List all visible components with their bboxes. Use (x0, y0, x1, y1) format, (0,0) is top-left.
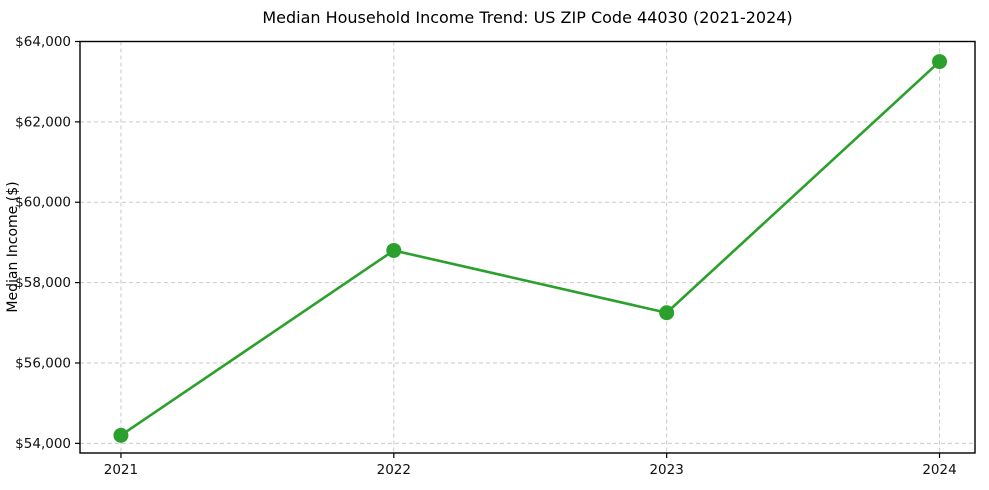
x-tick-label: 2024 (922, 462, 956, 478)
x-tick-label: 2021 (104, 462, 138, 478)
y-tick-label: $64,000 (15, 34, 71, 50)
y-tick-label: $60,000 (15, 195, 71, 211)
y-tick-label: $56,000 (15, 355, 71, 371)
x-tick-label: 2022 (377, 462, 411, 478)
axes-spines (79, 40, 976, 454)
data-point-2024 (932, 54, 948, 70)
y-tick-label: $58,000 (15, 275, 71, 291)
data-point-2022 (386, 242, 402, 258)
data-point-2023 (659, 305, 675, 321)
y-tick-label: $54,000 (15, 436, 71, 452)
trend-line (119, 60, 941, 437)
data-point-2021 (113, 427, 129, 443)
y-tick-label: $62,000 (15, 114, 71, 130)
x-tick-label: 2023 (649, 462, 683, 478)
chart-title: Median Household Income Trend: US ZIP Co… (262, 8, 793, 27)
